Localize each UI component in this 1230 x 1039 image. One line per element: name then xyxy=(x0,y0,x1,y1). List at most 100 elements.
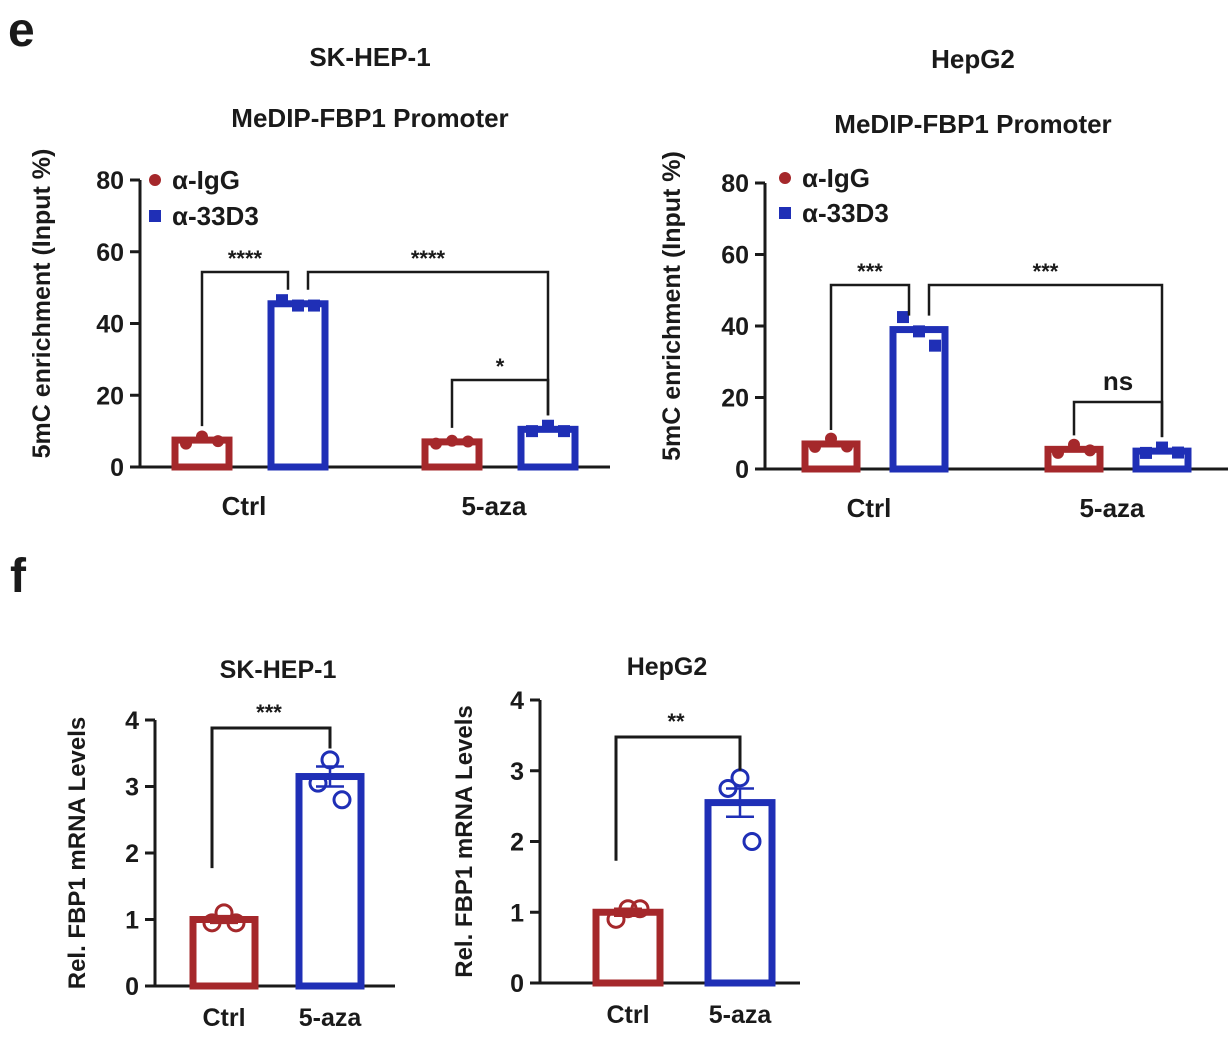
y-axis-label: 5mC enrichment (Input %) xyxy=(28,149,56,459)
data-point xyxy=(308,299,320,312)
data-point xyxy=(630,899,650,919)
data-point xyxy=(308,773,328,793)
data-point xyxy=(430,437,442,450)
data-point xyxy=(1156,441,1168,454)
data-point xyxy=(558,425,570,438)
data-point xyxy=(1084,444,1096,457)
data-point xyxy=(913,325,925,338)
chart-subtitle: MeDIP-FBP1 Promoter xyxy=(231,103,508,133)
data-point xyxy=(742,832,762,851)
significance-bracket xyxy=(450,378,550,428)
y-axis-label: Rel. FBP1 mRNA Levels xyxy=(451,705,478,978)
x-tick-label: Ctrl xyxy=(202,1004,245,1032)
y-tick-label: 0 xyxy=(125,973,139,1001)
panel-label-f: f xyxy=(10,550,27,603)
data-point xyxy=(542,419,554,432)
y-tick-label: 3 xyxy=(510,758,524,786)
y-tick-label: 60 xyxy=(721,242,749,270)
data-point xyxy=(841,440,853,453)
chart-title: SK-HEP-1 xyxy=(309,42,430,72)
legend-label: α-IgG xyxy=(802,163,870,193)
data-point xyxy=(226,913,246,933)
y-tick-label: 60 xyxy=(96,239,124,267)
y-tick-label: 1 xyxy=(510,899,524,927)
significance-label: *** xyxy=(857,259,883,284)
data-point xyxy=(618,899,638,919)
data-point xyxy=(196,430,208,443)
y-tick-label: 40 xyxy=(721,313,749,341)
significance-label: **** xyxy=(411,246,446,271)
x-tick-label: Ctrl xyxy=(606,1001,649,1029)
legend-marker xyxy=(149,174,161,186)
significance-bracket xyxy=(306,270,550,416)
significance-label: * xyxy=(496,354,505,379)
data-point xyxy=(180,437,192,450)
y-tick-label: 20 xyxy=(721,385,749,413)
y-tick-label: 2 xyxy=(510,829,524,857)
data-point xyxy=(332,790,352,810)
significance-label: ns xyxy=(1103,366,1133,396)
bar xyxy=(267,300,329,471)
chart-3: HepG2 Rel. FBP1 mRNA Levels 0 1 2 3 4 Ctrl 5-aza… xyxy=(451,653,800,1029)
data-point xyxy=(1140,446,1152,459)
x-tick-label: Ctrl xyxy=(222,491,267,521)
x-tick-label: Ctrl xyxy=(847,493,892,523)
data-point xyxy=(292,299,304,312)
legend-label: α-IgG xyxy=(172,165,240,195)
data-point xyxy=(1068,438,1080,451)
bar xyxy=(295,773,365,990)
significance-label: *** xyxy=(256,700,282,725)
legend-marker xyxy=(779,207,791,219)
significance-bracket xyxy=(927,283,1164,438)
y-tick-label: 80 xyxy=(96,167,124,195)
data-point xyxy=(446,434,458,447)
legend-marker xyxy=(779,172,791,184)
chart-subtitle: MeDIP-FBP1 Promoter xyxy=(834,109,1111,139)
significance-bracket xyxy=(1072,400,1164,438)
y-tick-label: 0 xyxy=(735,456,749,484)
data-point xyxy=(606,909,626,929)
significance-bracket xyxy=(614,735,742,861)
data-point xyxy=(320,750,340,770)
y-tick-label: 1 xyxy=(125,907,139,935)
data-point xyxy=(212,435,224,448)
legend-label: α-33D3 xyxy=(802,198,889,228)
x-tick-label: 5-aza xyxy=(299,1004,363,1032)
y-axis-label: 5mC enrichment (Input %) xyxy=(658,151,686,461)
y-tick-label: 4 xyxy=(510,687,524,715)
y-tick-label: 3 xyxy=(125,774,139,802)
data-point xyxy=(526,425,538,438)
significance-label: *** xyxy=(1033,259,1059,284)
x-tick-label: 5-aza xyxy=(1079,493,1145,523)
y-axis-label: Rel. FBP1 mRNA Levels xyxy=(64,717,91,990)
y-tick-label: 40 xyxy=(96,311,124,339)
data-point xyxy=(1172,446,1184,459)
y-tick-label: 80 xyxy=(721,170,749,198)
significance-bracket xyxy=(210,726,332,869)
x-tick-label: 5-aza xyxy=(461,491,527,521)
panel-label-e: e xyxy=(8,4,35,57)
bar xyxy=(704,799,776,987)
chart-1: HepG2 MeDIP-FBP1 Promoter 5mC enrichment (… xyxy=(658,44,1228,523)
significance-label: ** xyxy=(667,709,685,734)
data-point xyxy=(929,339,941,352)
data-point xyxy=(1052,446,1064,459)
data-point xyxy=(809,440,821,453)
bar xyxy=(189,916,259,990)
legend-marker xyxy=(149,210,161,222)
significance-bracket xyxy=(829,283,911,430)
significance-label: **** xyxy=(228,246,263,271)
y-tick-label: 2 xyxy=(125,840,139,868)
y-tick-label: 0 xyxy=(110,454,124,482)
significance-bracket xyxy=(200,270,290,427)
chart-2: SK-HEP-1 Rel. FBP1 mRNA Levels 0 1 2 3 4 Ctrl 5-… xyxy=(64,656,395,1032)
data-point xyxy=(718,778,738,798)
data-point xyxy=(276,294,288,307)
bar xyxy=(592,908,664,987)
data-point xyxy=(214,903,234,923)
chart-0: SK-HEP-1 MeDIP-FBP1 Promoter 5mC enrichmen… xyxy=(28,42,610,521)
data-point xyxy=(825,432,837,445)
chart-title: HepG2 xyxy=(627,653,708,681)
x-tick-label: 5-aza xyxy=(709,1001,773,1029)
